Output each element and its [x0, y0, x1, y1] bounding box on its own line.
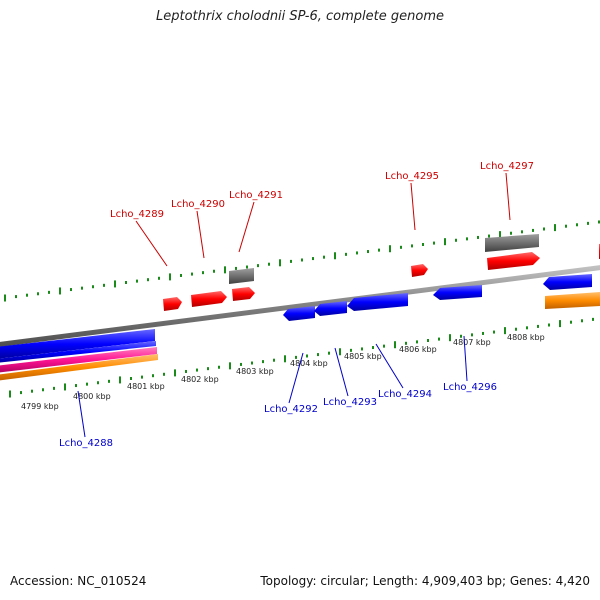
- accession-text: Accession: NC_010524: [10, 574, 147, 588]
- scale-label: 4800 kbp: [73, 392, 111, 401]
- scale-labels: 4799 kbp 4800 kbp 4801 kbp 4802 kbp 4803…: [21, 333, 545, 411]
- gene-Lcho_4291[interactable]: [232, 287, 255, 301]
- gene-Lcho_4293[interactable]: [314, 301, 347, 316]
- gene-4291-gray[interactable]: [229, 268, 254, 284]
- scale-label: 4801 kbp: [127, 382, 165, 391]
- lower-tick-row: [9, 317, 594, 398]
- gene-Lcho_4292[interactable]: [283, 306, 315, 321]
- gene-labels-forward: Lcho_4289 Lcho_4290 Lcho_4291 Lcho_4295 …: [110, 161, 534, 220]
- feature-tracks-left: [0, 292, 600, 381]
- feature-orange-long[interactable]: [0, 354, 158, 381]
- callout-lines: [77, 172, 511, 438]
- gene-label[interactable]: Lcho_4292: [264, 404, 318, 415]
- genome-summary-text: Topology: circular; Length: 4,909,403 bp…: [260, 574, 590, 588]
- gene-Lcho_4290[interactable]: [191, 291, 227, 307]
- gene-label[interactable]: Lcho_4293: [323, 397, 377, 408]
- gene-label[interactable]: Lcho_4297: [480, 161, 534, 172]
- scale-label: 4804 kbp: [290, 359, 328, 368]
- feature-magenta-long[interactable]: [0, 347, 157, 373]
- scale-label: 4799 kbp: [21, 402, 59, 411]
- gene-Lcho_4289[interactable]: [163, 297, 182, 311]
- gene-labels-reverse: Lcho_4288 Lcho_4292 Lcho_4293 Lcho_4294 …: [59, 382, 497, 449]
- feature-blue-long[interactable]: [0, 329, 155, 359]
- reverse-genes: [283, 243, 600, 321]
- feature-orange-right[interactable]: [545, 292, 600, 309]
- upper-tick-row: [4, 220, 600, 302]
- gene-Lcho_4297[interactable]: [487, 252, 540, 270]
- gene-label[interactable]: Lcho_4288: [59, 438, 113, 449]
- gene-label[interactable]: Lcho_4290: [171, 199, 225, 210]
- scale-label: 4806 kbp: [399, 345, 437, 354]
- scale-label: 4808 kbp: [507, 333, 545, 342]
- gene-Lcho_4294[interactable]: [347, 293, 408, 311]
- gene-label[interactable]: Lcho_4295: [385, 171, 439, 182]
- scale-label: 4802 kbp: [181, 375, 219, 384]
- gene-Lcho_4296[interactable]: [433, 285, 482, 300]
- map-title: Leptothrix cholodnii SP-6, complete geno…: [156, 9, 444, 24]
- scale-label: 4807 kbp: [453, 338, 491, 347]
- gene-label[interactable]: Lcho_4296: [443, 382, 497, 393]
- feature-blue-long-2[interactable]: [0, 341, 156, 363]
- gene-4297-gray[interactable]: [485, 234, 539, 252]
- scale-label: 4805 kbp: [344, 352, 382, 361]
- gene-label[interactable]: Lcho_4294: [378, 389, 432, 400]
- gene-right-blue[interactable]: [543, 274, 592, 290]
- genome-backbone: [0, 265, 600, 347]
- scale-label: 4803 kbp: [236, 367, 274, 376]
- gene-Lcho_4295[interactable]: [411, 264, 428, 277]
- gene-label[interactable]: Lcho_4289: [110, 209, 164, 220]
- gene-label[interactable]: Lcho_4291: [229, 190, 283, 201]
- forward-genes: [163, 234, 540, 311]
